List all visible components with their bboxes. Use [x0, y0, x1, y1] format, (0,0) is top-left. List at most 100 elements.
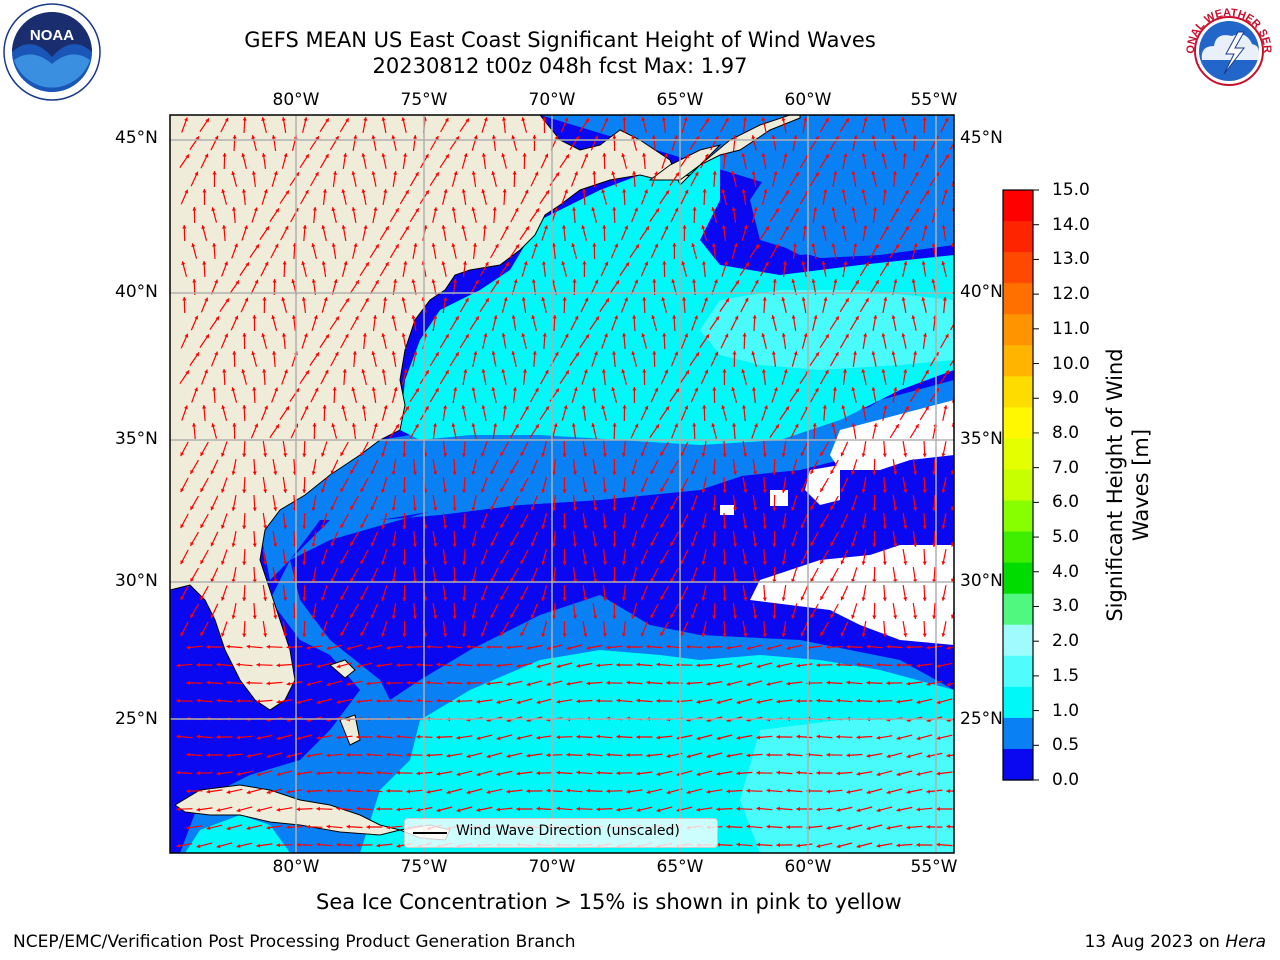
wave-arrow-head	[403, 153, 408, 157]
wave-arrow-head	[395, 244, 399, 249]
wave-band-05-north	[500, 115, 954, 258]
wave-arrow-head	[691, 614, 695, 619]
wave-arrow-head	[674, 351, 679, 356]
wave-arrow-head	[505, 262, 509, 267]
wave-arrow-head	[773, 171, 778, 175]
wave-arrow-head	[283, 153, 288, 158]
wave-arrow-head	[501, 117, 506, 121]
wave-arrow-head	[362, 333, 367, 337]
wave-arrow-head	[252, 507, 257, 511]
wave-arrow-head	[283, 633, 288, 637]
wave-arrow-head	[813, 315, 818, 319]
wave-arrow-head	[704, 153, 709, 158]
wave-arrow-head	[845, 298, 849, 303]
wave-arrow-head	[413, 135, 417, 139]
wave-arrow-head	[221, 488, 225, 493]
wave-arrow-head	[573, 387, 578, 392]
wave-arrow-head	[846, 680, 851, 685]
wave-arrow-head	[776, 806, 780, 811]
wave-arrow-head	[651, 135, 656, 139]
wave-arrow-head	[640, 452, 645, 457]
wave-arrow-head	[486, 681, 491, 686]
wave-arrow-head	[490, 470, 495, 475]
wave-arrow-head	[670, 578, 674, 582]
wave-arrow-head	[242, 405, 247, 409]
wave-arrow-head	[322, 405, 327, 409]
wave-arrow-head	[843, 153, 848, 157]
wave-arrow-head	[736, 771, 740, 776]
wave-arrow-head	[263, 561, 268, 565]
wave-arrow-head	[286, 754, 291, 759]
wave-arrow-head	[791, 542, 796, 547]
wave-arrow-head	[803, 225, 808, 229]
wave-arrow-head	[681, 261, 686, 266]
wave-arrow-head	[494, 244, 499, 248]
wave-arrow-head	[793, 351, 798, 356]
wave-arrow-head	[333, 171, 338, 175]
wave-arrow-head	[530, 542, 535, 547]
wave-arrow-head	[351, 171, 356, 175]
wave-arrow-head	[554, 207, 558, 212]
wave-arrow-head	[296, 700, 301, 705]
wave-arrow-head	[375, 280, 379, 285]
wave-arrow-head	[216, 662, 220, 667]
wave-arrow-head	[941, 261, 946, 266]
wave-arrow-head	[636, 698, 640, 703]
wave-arrow-head	[632, 171, 637, 175]
wave-arrow-head	[876, 735, 881, 740]
wave-arrow-head	[756, 806, 761, 811]
wave-arrow-head	[190, 505, 194, 510]
wave-arrow-head	[481, 405, 486, 409]
wave-arrow-head	[756, 842, 760, 847]
wave-arrow	[949, 142, 954, 150]
wave-arrow-head	[413, 243, 418, 247]
wave-arrow-head	[803, 117, 808, 121]
wave-arrow-head	[903, 633, 908, 637]
wave-arrow-head	[520, 488, 525, 493]
wave-arrow-head	[471, 387, 476, 391]
wave-arrow-head	[885, 226, 889, 231]
wave-arrow-head	[221, 596, 225, 601]
wave-band-05-coast	[260, 380, 954, 580]
wave-arrow-head	[200, 452, 204, 456]
wave-arrow-head	[601, 369, 606, 373]
wave-arrow-head	[536, 735, 541, 740]
wave-arrow-head	[861, 189, 866, 193]
colorbar-segment	[1003, 469, 1033, 502]
wave-arrow-head	[346, 752, 350, 757]
wave-arrow-head	[200, 524, 204, 528]
wave-arrow-head	[471, 171, 476, 175]
wave-arrow-head	[640, 632, 645, 637]
wave-arrow-head	[676, 662, 680, 667]
wave-arrow-head	[226, 790, 231, 794]
wave-arrow-head	[370, 506, 375, 511]
wave-arrow-head	[224, 261, 228, 266]
wave-arrow-head	[611, 171, 616, 176]
wave-arrow-head	[872, 543, 877, 547]
wave-arrow-head	[871, 351, 876, 355]
wave-arrow-head	[416, 771, 420, 776]
wave-arrow-head	[531, 279, 536, 283]
wave-arrow-head	[932, 543, 937, 547]
wave-arrow-head	[872, 471, 877, 475]
wave-arrow-head	[526, 682, 531, 687]
wave-arrow-head	[424, 154, 429, 159]
wave-arrow-head	[621, 633, 626, 637]
wave-arrow-head	[466, 644, 470, 649]
wave-arrow-head	[946, 824, 950, 829]
wave-arrow-head	[286, 681, 291, 686]
wave-arrow-head	[476, 772, 481, 777]
wave-arrow-head	[184, 405, 188, 410]
wave-arrow-head	[443, 597, 448, 601]
wave-arrow-head	[336, 806, 341, 811]
lat-label-right: 25°N	[960, 709, 1003, 729]
wave-arrow-head	[194, 315, 199, 320]
wave-arrow-head	[791, 614, 796, 619]
wave-arrow-head	[303, 117, 308, 121]
wave-arrow-head	[366, 788, 370, 793]
wave-arrow-head	[236, 698, 240, 703]
wave-arrow-head	[820, 487, 824, 492]
wave-arrow-head	[943, 189, 948, 194]
wave-arrow-head	[631, 470, 636, 475]
